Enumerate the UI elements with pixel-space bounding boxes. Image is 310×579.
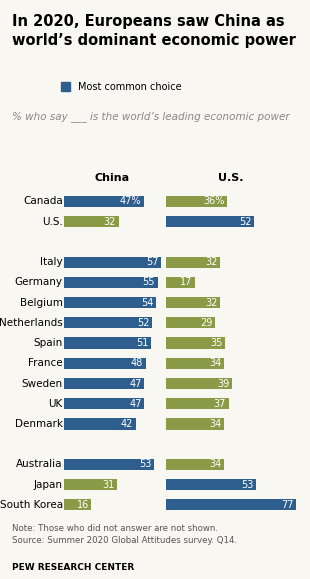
- Text: U.S.: U.S.: [218, 173, 243, 183]
- Bar: [64, 277, 157, 288]
- Text: 47%: 47%: [120, 196, 141, 206]
- Bar: [166, 216, 254, 227]
- Text: 53: 53: [139, 460, 152, 470]
- Text: Australia: Australia: [16, 460, 63, 470]
- Text: 77: 77: [281, 500, 294, 510]
- Text: UK: UK: [48, 399, 63, 409]
- Text: Germany: Germany: [15, 277, 63, 287]
- Text: France: France: [28, 358, 63, 368]
- Text: In 2020, Europeans saw China as
world’s dominant economic power: In 2020, Europeans saw China as world’s …: [12, 14, 296, 48]
- Bar: [64, 216, 119, 227]
- Text: Belgium: Belgium: [20, 298, 63, 307]
- Bar: [166, 378, 232, 389]
- Bar: [64, 419, 135, 430]
- Bar: [64, 479, 117, 490]
- Text: 34: 34: [209, 460, 221, 470]
- Bar: [64, 196, 144, 207]
- Bar: [64, 358, 146, 369]
- Text: 51: 51: [136, 338, 148, 348]
- Bar: [64, 378, 144, 389]
- Bar: [64, 317, 153, 328]
- Text: 54: 54: [141, 298, 153, 307]
- Text: 17: 17: [180, 277, 192, 287]
- Text: 55: 55: [143, 277, 155, 287]
- Text: 34: 34: [209, 358, 221, 368]
- Text: 48: 48: [131, 358, 143, 368]
- Text: South Korea: South Korea: [0, 500, 63, 510]
- Text: 52: 52: [239, 217, 251, 226]
- Bar: [166, 256, 220, 267]
- Bar: [166, 459, 224, 470]
- Bar: [166, 196, 227, 207]
- Bar: [64, 398, 144, 409]
- Text: 37: 37: [214, 399, 226, 409]
- Text: 31: 31: [102, 479, 114, 490]
- Bar: [64, 459, 154, 470]
- Text: Netherlands: Netherlands: [0, 318, 63, 328]
- Text: China: China: [94, 173, 129, 183]
- Text: Canada: Canada: [23, 196, 63, 206]
- Bar: [166, 297, 220, 308]
- Text: 42: 42: [121, 419, 133, 429]
- Text: 53: 53: [241, 479, 253, 490]
- Text: 32: 32: [205, 298, 218, 307]
- Text: Japan: Japan: [34, 479, 63, 490]
- Text: Spain: Spain: [33, 338, 63, 348]
- Bar: [166, 499, 296, 511]
- Bar: [166, 479, 256, 490]
- Text: Italy: Italy: [40, 257, 63, 267]
- Bar: [64, 499, 91, 511]
- Text: 47: 47: [129, 399, 141, 409]
- Text: 16: 16: [77, 500, 89, 510]
- Bar: [166, 419, 224, 430]
- Text: 34: 34: [209, 419, 221, 429]
- Text: 29: 29: [200, 318, 213, 328]
- Text: 35: 35: [210, 338, 223, 348]
- Text: 36%: 36%: [203, 196, 224, 206]
- Text: U.S.: U.S.: [42, 217, 63, 226]
- Text: 32: 32: [104, 217, 116, 226]
- Text: Sweden: Sweden: [22, 379, 63, 389]
- Bar: [166, 317, 215, 328]
- Text: Denmark: Denmark: [15, 419, 63, 429]
- Bar: [166, 358, 224, 369]
- Text: 47: 47: [129, 379, 141, 389]
- Bar: [64, 256, 161, 267]
- Legend: Most common choice: Most common choice: [61, 82, 182, 92]
- Text: 57: 57: [146, 257, 158, 267]
- Text: Note: Those who did not answer are not shown.
Source: Summer 2020 Global Attitud: Note: Those who did not answer are not s…: [12, 524, 237, 545]
- Bar: [64, 297, 156, 308]
- Text: PEW RESEARCH CENTER: PEW RESEARCH CENTER: [12, 563, 135, 572]
- Bar: [166, 277, 195, 288]
- Text: 39: 39: [217, 379, 229, 389]
- Text: 52: 52: [137, 318, 150, 328]
- Bar: [64, 338, 151, 349]
- Bar: [166, 398, 229, 409]
- Text: % who say ___ is the world’s leading economic power: % who say ___ is the world’s leading eco…: [12, 111, 290, 122]
- Bar: [166, 338, 225, 349]
- Text: 32: 32: [205, 257, 218, 267]
